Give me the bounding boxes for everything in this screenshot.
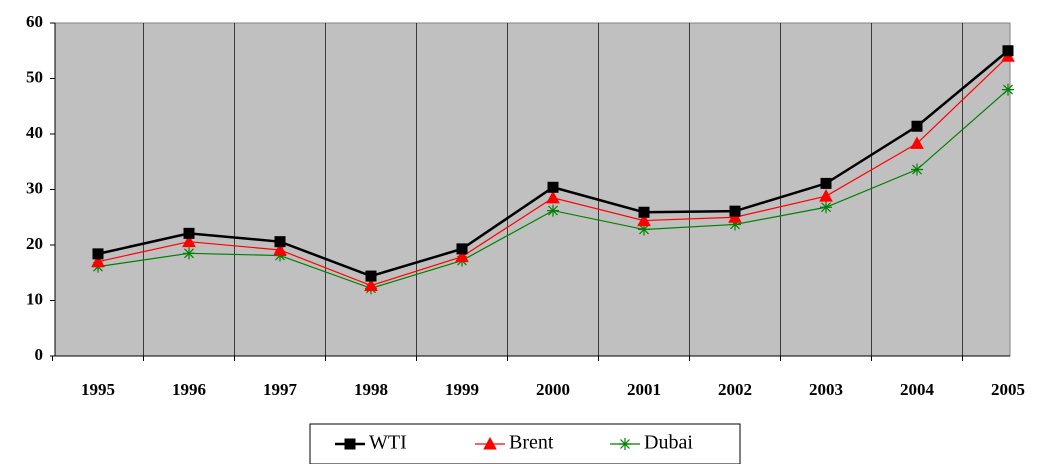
marker — [274, 249, 286, 262]
marker — [729, 218, 741, 231]
marker — [273, 242, 287, 256]
y-tick-label: 10 — [26, 289, 43, 308]
marker — [182, 234, 196, 248]
marker — [547, 181, 559, 193]
y-tick-label: 60 — [26, 12, 43, 31]
x-tick-label: 2002 — [718, 380, 752, 399]
x-tick-label: 2003 — [809, 380, 843, 399]
legend-label: WTI — [369, 432, 407, 454]
marker — [344, 438, 356, 450]
marker — [1002, 45, 1014, 57]
marker — [1002, 83, 1014, 96]
plot-area — [54, 22, 1011, 357]
y-tick-label: 40 — [26, 123, 43, 142]
x-tick-label: 1998 — [354, 380, 388, 399]
marker — [729, 205, 741, 217]
marker — [92, 248, 104, 260]
marker — [547, 204, 559, 217]
legend-label: Dubai — [644, 432, 693, 454]
marker — [728, 210, 742, 223]
marker — [455, 249, 469, 263]
marker — [911, 120, 923, 132]
x-tick-label: 1997 — [263, 380, 298, 399]
marker — [183, 247, 195, 260]
x-tick-label: 2005 — [991, 380, 1025, 399]
y-tick-label: 50 — [26, 67, 43, 86]
marker — [274, 236, 286, 248]
marker — [638, 223, 650, 236]
legend-box — [309, 423, 741, 464]
x-tick-label: 1995 — [81, 380, 115, 399]
legend-label: Brent — [509, 432, 554, 454]
x-tick-label: 1999 — [445, 380, 479, 399]
y-tick-label: 20 — [26, 234, 43, 253]
marker — [365, 270, 377, 282]
marker — [820, 201, 832, 214]
marker — [546, 190, 560, 204]
marker — [364, 278, 378, 292]
x-tick-label: 2000 — [536, 380, 570, 399]
marker — [456, 243, 468, 255]
y-tick-label: 30 — [26, 178, 43, 197]
marker — [619, 438, 631, 450]
marker — [911, 163, 923, 176]
x-tick-label: 2004 — [900, 380, 935, 399]
marker — [819, 189, 833, 202]
x-tick-label: 1996 — [172, 380, 206, 399]
marker — [183, 227, 195, 239]
marker — [91, 254, 105, 268]
marker — [910, 136, 924, 149]
marker — [820, 177, 832, 189]
y-tick-label: 0 — [35, 345, 44, 364]
x-tick-label: 2001 — [627, 380, 661, 399]
marker — [483, 436, 497, 450]
marker — [637, 213, 651, 227]
marker — [638, 206, 650, 218]
